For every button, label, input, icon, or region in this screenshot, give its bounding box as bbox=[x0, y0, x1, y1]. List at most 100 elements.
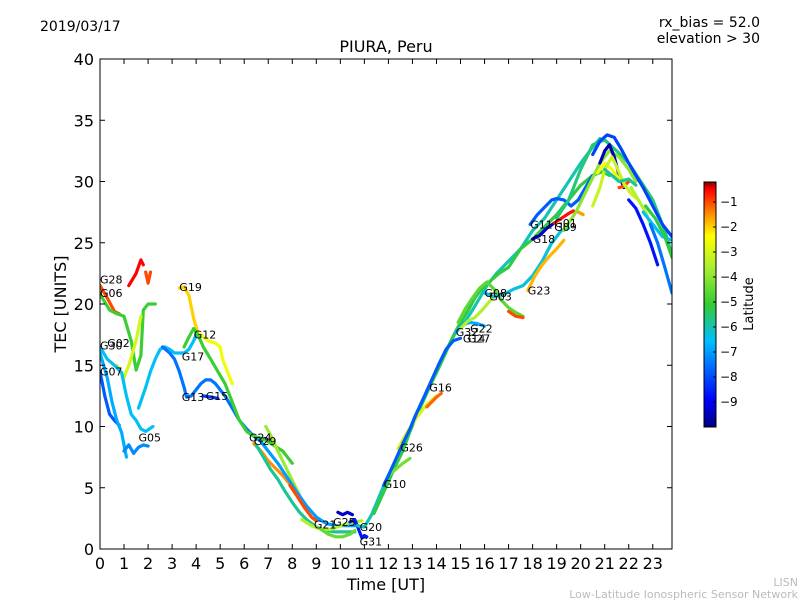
colorbar-tick-label-8: −8 bbox=[720, 370, 738, 384]
x-tick-label-6: 6 bbox=[239, 554, 249, 573]
satellite-label-g01: G01 bbox=[554, 217, 577, 230]
tec-track-39 bbox=[576, 210, 585, 217]
satellite-label-g06: G06 bbox=[100, 287, 123, 300]
date-label: 2019/03/17 bbox=[40, 19, 121, 35]
satellite-label-g30: G30 bbox=[100, 340, 123, 353]
colorbar-tick-label-3: −3 bbox=[720, 245, 738, 259]
colorbar-ticks: −9 −8 −7 −6 −5 −4 −3 −2 −1 bbox=[713, 195, 738, 409]
tec-track-46 bbox=[591, 155, 640, 208]
tec-track-41 bbox=[562, 149, 638, 233]
x-tick-label-5: 5 bbox=[215, 554, 225, 573]
tec-track-14 bbox=[201, 394, 220, 400]
tec-track-9 bbox=[136, 333, 198, 410]
tec-track-28 bbox=[425, 391, 443, 409]
tec-track-13 bbox=[199, 333, 234, 386]
satellite-label-g12: G12 bbox=[194, 329, 217, 342]
x-tick-label-12: 12 bbox=[378, 554, 398, 573]
tec-track-32 bbox=[456, 280, 525, 324]
satellite-label-g09: G09 bbox=[554, 221, 577, 234]
colorbar-gradient bbox=[703, 181, 717, 428]
satellite-label-g28: G28 bbox=[100, 274, 123, 287]
tec-track-29 bbox=[382, 336, 463, 487]
y-tick-label-5: 5 bbox=[84, 479, 94, 498]
satellite-label-g03: G03 bbox=[489, 291, 512, 304]
x-tick-label-4: 4 bbox=[191, 554, 201, 573]
x-axis: 0 1 2 3 4 5 6 7 8 9 10 11 12 13 14 15 16 17 18 19 20 21 22 23 bbox=[95, 59, 663, 573]
tec-track-23 bbox=[348, 518, 369, 540]
y-tick-label-40: 40 bbox=[74, 50, 94, 69]
tec-track-37 bbox=[531, 221, 556, 241]
tec-track-34 bbox=[482, 226, 571, 299]
tec-track-40 bbox=[555, 138, 672, 257]
tec-track-19 bbox=[288, 483, 318, 523]
satellite-label-g14: G14 bbox=[463, 332, 486, 345]
rx-bias-label: rx_bias = 52.0 bbox=[659, 15, 760, 31]
y-axis-title: TEC [UNITS] bbox=[51, 256, 70, 354]
x-tick-label-2: 2 bbox=[143, 554, 153, 573]
tec-track-21 bbox=[319, 527, 357, 539]
tec-track-11 bbox=[177, 285, 201, 337]
satellite-label-g18: G18 bbox=[533, 233, 556, 246]
x-tick-label-3: 3 bbox=[167, 554, 177, 573]
tec-track-22 bbox=[336, 510, 354, 517]
satellite-label-g05: G05 bbox=[139, 432, 162, 445]
x-tick-label-15: 15 bbox=[450, 554, 470, 573]
satellite-label-g26: G26 bbox=[400, 441, 423, 454]
tec-track-15 bbox=[264, 424, 302, 497]
elevation-label: elevation > 30 bbox=[657, 31, 760, 47]
x-tick-label-0: 0 bbox=[95, 554, 105, 573]
colorbar-tick-label-4: −4 bbox=[720, 270, 738, 284]
x-tick-label-17: 17 bbox=[498, 554, 518, 573]
tec-track-33 bbox=[507, 309, 525, 320]
colorbar-tick-label-6: −6 bbox=[720, 320, 738, 334]
colorbar: −9 −8 −7 −6 −5 −4 −3 −2 −1 Latitude bbox=[703, 181, 757, 428]
colorbar-tick-label-5: −5 bbox=[720, 295, 738, 309]
colorbar-tick-label-7: −7 bbox=[720, 345, 738, 359]
y-tick-label-30: 30 bbox=[74, 173, 94, 192]
x-tick-label-20: 20 bbox=[570, 554, 590, 573]
y-axis: 0 5 10 15 20 25 30 35 40 bbox=[74, 50, 672, 559]
x-tick-label-10: 10 bbox=[330, 554, 350, 573]
colorbar-tick-label-1: −1 bbox=[720, 195, 738, 209]
x-tick-label-19: 19 bbox=[546, 554, 566, 573]
x-tick-label-23: 23 bbox=[643, 554, 663, 573]
footer-network-short: LISN bbox=[773, 576, 798, 589]
tec-track-3 bbox=[127, 258, 145, 288]
satellite-label-g24: G24 bbox=[249, 432, 272, 445]
satellite-label-g10: G10 bbox=[384, 478, 407, 491]
tec-track-7 bbox=[100, 351, 128, 459]
satellite-label-g19: G19 bbox=[179, 281, 202, 294]
satellite-label-g16: G16 bbox=[429, 381, 452, 394]
satellite-label-g20: G20 bbox=[360, 521, 383, 534]
x-tick-label-1: 1 bbox=[119, 554, 129, 573]
satellite-label-g32: G32 bbox=[456, 326, 479, 339]
colorbar-tick-label-9: −9 bbox=[720, 395, 738, 409]
y-tick-label-35: 35 bbox=[74, 111, 94, 130]
x-tick-label-22: 22 bbox=[619, 554, 639, 573]
y-tick-label-10: 10 bbox=[74, 418, 94, 437]
tec-track-47 bbox=[603, 167, 638, 187]
x-tick-label-9: 9 bbox=[311, 554, 321, 573]
x-tick-label-13: 13 bbox=[402, 554, 422, 573]
tec-track-36 bbox=[528, 173, 595, 226]
tec-track-48 bbox=[627, 198, 660, 267]
x-tick-label-11: 11 bbox=[354, 554, 374, 573]
y-tick-label-20: 20 bbox=[74, 295, 94, 314]
y-tick-label-25: 25 bbox=[74, 234, 94, 253]
satellite-label-g08: G08 bbox=[485, 287, 508, 300]
satellite-label-g07: G07 bbox=[100, 365, 123, 378]
satellite-label-g29: G29 bbox=[254, 435, 277, 448]
tec-track-52 bbox=[648, 222, 672, 295]
satellite-label-g21: G21 bbox=[314, 519, 337, 532]
series-layer bbox=[100, 133, 672, 540]
tec-track-12 bbox=[182, 326, 294, 465]
tec-track-38 bbox=[552, 209, 576, 225]
tec-track-35 bbox=[526, 238, 566, 293]
x-tick-label-7: 7 bbox=[263, 554, 273, 573]
x-tick-label-18: 18 bbox=[522, 554, 542, 573]
satellite-label-g25: G25 bbox=[333, 516, 356, 529]
tec-track-26 bbox=[386, 456, 412, 478]
tec-track-31 bbox=[458, 292, 499, 331]
x-tick-label-14: 14 bbox=[426, 554, 446, 573]
